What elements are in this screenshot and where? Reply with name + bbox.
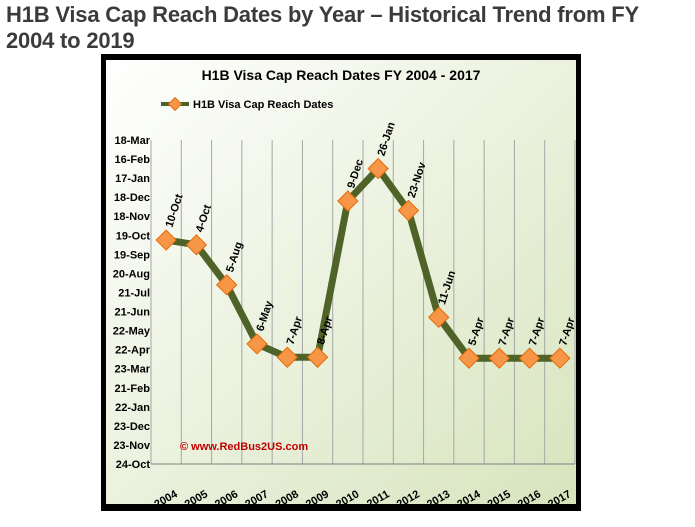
data-point-marker	[397, 199, 420, 222]
y-axis-ticks: 18-Mar 16-Feb 17-Jan 18-Dec 18-Nov 19-Oct 19-S…	[113, 135, 151, 471]
legend-label: H1B Visa Cap Reach Dates	[193, 99, 333, 111]
data-point-marker	[216, 274, 238, 296]
y-tick-label: 19-Oct	[116, 230, 151, 242]
chart-title: H1B Visa Cap Reach Dates FY 2004 - 2017	[202, 67, 481, 83]
y-tick-label: 18-Dec	[114, 192, 150, 204]
y-tick-label: 21-Jun	[115, 307, 151, 319]
data-point-marker	[155, 229, 177, 251]
y-tick-label: 23-Mar	[115, 364, 151, 376]
data-point-marker	[549, 347, 571, 369]
watermark-text: © www.RedBus2US.com	[180, 441, 308, 453]
plot-background	[106, 60, 576, 504]
chart-frame: H1B Visa Cap Reach Dates FY 2004 - 2017 …	[101, 54, 581, 511]
y-tick-label: 22-Apr	[115, 345, 151, 357]
page-title: H1B Visa Cap Reach Dates by Year – Histo…	[6, 2, 639, 53]
y-tick-label: 22-May	[113, 326, 151, 338]
legend: H1B Visa Cap Reach Dates	[161, 96, 333, 112]
legend-marker-swatch	[167, 96, 183, 112]
line-chart: H1B Visa Cap Reach Dates FY 2004 - 2017 …	[106, 60, 578, 511]
y-tick-label: 17-Jan	[115, 173, 150, 185]
y-tick-label: 22-Jan	[115, 402, 150, 414]
data-point-marker	[276, 346, 298, 368]
y-tick-label: 18-Nov	[113, 211, 151, 223]
y-tick-label: 21-Feb	[115, 383, 151, 395]
y-tick-label: 20-Aug	[113, 268, 150, 280]
data-point-marker	[306, 346, 329, 368]
data-point-marker	[518, 347, 541, 369]
y-tick-label: 23-Nov	[113, 440, 151, 452]
data-point-marker	[367, 157, 389, 180]
y-tick-label: 24-Oct	[116, 459, 151, 471]
y-tick-label: 21-Jul	[118, 287, 150, 299]
y-tick-label: 23-Dec	[114, 421, 150, 433]
data-point-marker	[458, 347, 480, 369]
data-point-marker	[488, 347, 510, 369]
y-tick-label: 19-Sep	[114, 249, 150, 261]
y-tick-label: 16-Feb	[115, 154, 151, 166]
data-point-marker	[246, 333, 268, 355]
data-point-marker	[185, 234, 208, 256]
data-point-marker	[428, 306, 450, 328]
y-tick-label: 18-Mar	[115, 135, 151, 147]
data-point-marker	[337, 190, 359, 212]
